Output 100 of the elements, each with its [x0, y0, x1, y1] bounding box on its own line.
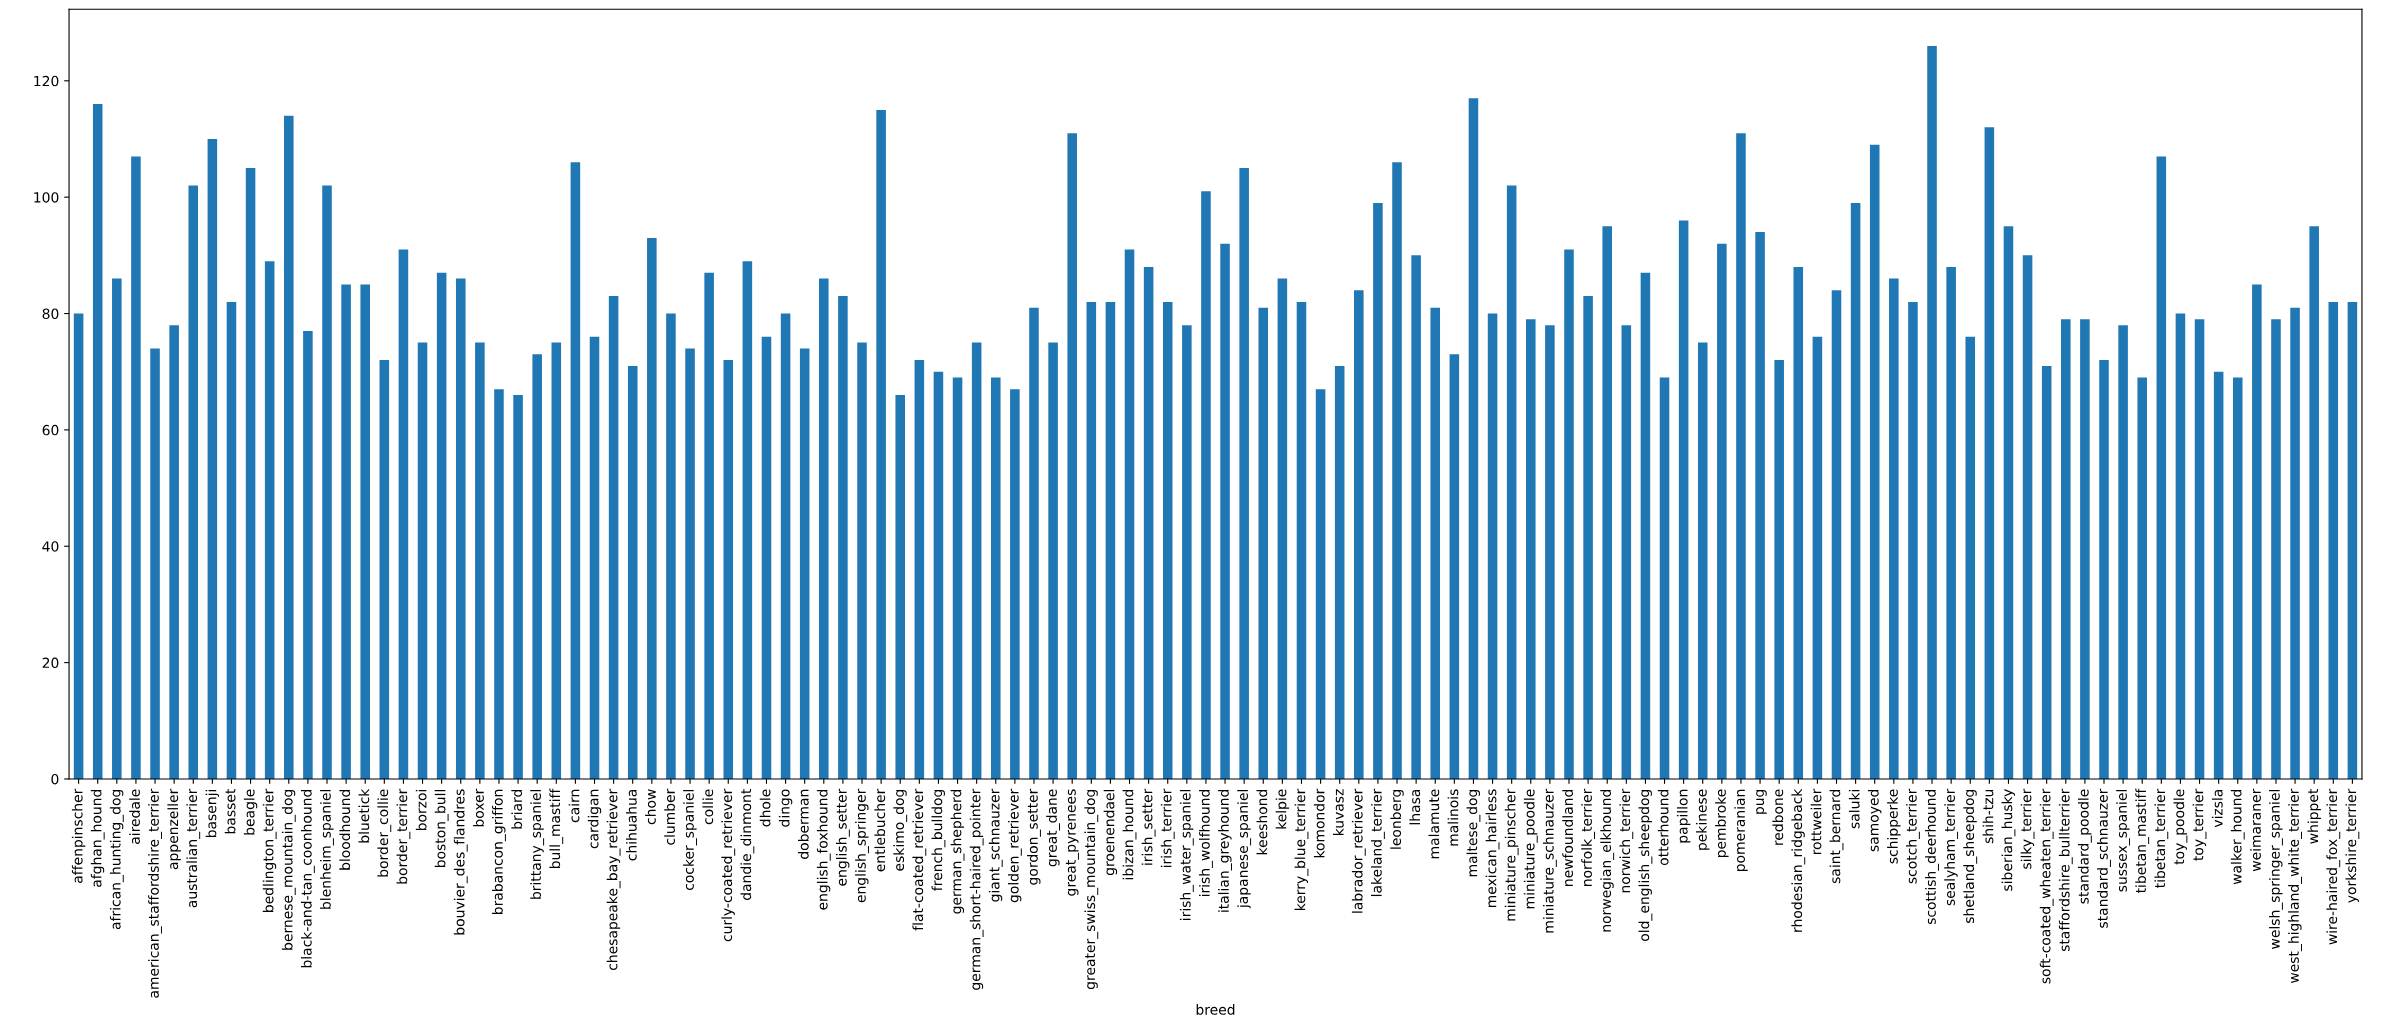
bar	[1869, 144, 1880, 779]
bar	[1258, 307, 1269, 779]
bar	[990, 377, 1001, 779]
bar	[1392, 162, 1402, 779]
x-tick-label: maltese_dog	[1466, 789, 1481, 877]
bar	[1755, 232, 1765, 779]
x-tick-label: giant_schnauzer	[988, 788, 1003, 902]
x-tick-label: silky_terrier	[2020, 788, 2035, 869]
x-tick-label: whippet	[2307, 789, 2321, 844]
x-tick-label: rottweiler	[1810, 788, 1822, 855]
x-tick-label: papillon	[1676, 789, 1691, 843]
x-tick-label: flat-coated_retriever	[912, 788, 927, 931]
x-tick-label: lhasa	[1409, 789, 1421, 825]
x-tick-label: standard_poodle	[2077, 789, 2092, 904]
x-tick-label: weimaraner	[2250, 788, 2261, 872]
x-tick-label: german_short-haired_pointer	[969, 788, 984, 990]
x-tick-label: otterhound	[1657, 789, 1669, 866]
bar	[1220, 243, 1230, 779]
x-tick-label: miniature_pinscher	[1504, 788, 1519, 921]
bar	[1564, 249, 1574, 779]
bar	[1908, 301, 1918, 779]
bar	[2175, 313, 2186, 779]
bar	[666, 313, 676, 779]
bar	[1984, 127, 1995, 779]
bar	[494, 389, 504, 779]
x-tick-label: komondor	[1313, 788, 1325, 858]
x-tick-label: black-and-tan_coonhound	[300, 789, 315, 968]
x-tick-label: scottish_deerhound	[1925, 789, 1939, 925]
x-tick-label: irish_wolfhound	[1199, 789, 1213, 897]
x-tick-label: wire-haired_fox_terrier	[2326, 788, 2341, 945]
y-tick-label: 100	[34, 192, 59, 203]
bar	[933, 371, 944, 779]
bar	[952, 377, 963, 779]
bar	[1468, 98, 1479, 779]
x-tick-label: rhodesian_ridgeback	[1791, 788, 1806, 932]
x-tick-label: collie	[702, 789, 714, 825]
bar	[799, 348, 810, 779]
x-tick-label: irish_setter	[1141, 788, 1156, 865]
x-tick-label: tibetan_mastiff	[2135, 788, 2150, 894]
bar	[2003, 226, 2014, 779]
bar	[2347, 301, 2358, 779]
x-tick-label: yorkshire_terrier	[2345, 788, 2360, 903]
bar	[1717, 243, 1727, 779]
bar	[513, 394, 523, 779]
bar	[1373, 202, 1383, 779]
x-tick-label: pekinese	[1696, 789, 1710, 850]
bar	[1526, 319, 1536, 779]
bar	[2118, 325, 2128, 779]
bar	[475, 342, 485, 779]
x-tick-label: afghan_hound	[90, 789, 105, 887]
x-tick-label: miniature_poodle	[1523, 789, 1538, 909]
x-tick-label: soft-coated_wheaten_terrier	[2039, 788, 2054, 984]
bar	[570, 162, 581, 779]
bar	[2328, 301, 2339, 779]
bar	[2194, 319, 2205, 779]
bar	[1162, 301, 1173, 779]
bar	[1334, 365, 1345, 779]
x-tick-label: samoyed	[1867, 789, 1882, 852]
bar	[1277, 278, 1288, 779]
bar	[2271, 319, 2281, 779]
bar	[1048, 342, 1058, 779]
bar	[1105, 301, 1116, 779]
x-tick-label: affenpinscher	[71, 788, 86, 883]
x-tick-label: bloodhound	[339, 789, 351, 870]
x-tick-label: labrador_retriever	[1351, 788, 1366, 913]
x-tick-label: bouvier_des_flandres	[453, 789, 468, 935]
x-tick-label: curly-coated_retriever	[721, 788, 736, 942]
y-tick-label: 60	[42, 424, 59, 436]
bar	[532, 354, 542, 779]
x-tick-label: airedale	[129, 789, 140, 844]
y-tick-label: 0	[51, 773, 59, 785]
bar	[1029, 307, 1039, 779]
bar	[2290, 307, 2300, 779]
x-tick-label: kerry_blue_terrier	[1294, 788, 1309, 911]
bar	[1506, 185, 1517, 779]
bar	[1927, 45, 1937, 779]
x-tick-label: sealyham_terrier	[1944, 788, 1959, 906]
x-tick-label: pembroke	[1715, 789, 1729, 858]
bar	[647, 237, 657, 779]
bar	[1411, 255, 1421, 779]
x-tick-label: clumber	[664, 788, 675, 845]
x-tick-label: american_staffordshire_terrier	[148, 788, 162, 998]
bar	[436, 272, 447, 779]
bar	[1697, 342, 1708, 779]
bar	[1774, 360, 1784, 779]
bar	[92, 104, 103, 779]
bar	[1831, 290, 1842, 779]
bar	[685, 348, 695, 779]
x-tick-label: eskimo_dog	[893, 789, 908, 871]
bar	[455, 278, 466, 779]
bar	[417, 342, 428, 779]
bar	[1182, 325, 1192, 779]
x-tick-label: welsh_springer_spaniel	[2269, 789, 2283, 949]
x-tick-label: walker_hound	[2230, 789, 2245, 885]
x-tick-label: groenendael	[1103, 789, 1118, 876]
bar	[1201, 191, 1211, 779]
x-tick-label: english_foxhound	[816, 789, 831, 910]
y-tick-label: 120	[34, 75, 59, 87]
bar	[2022, 255, 2033, 779]
x-tick-label: schipperke	[1887, 789, 1901, 864]
